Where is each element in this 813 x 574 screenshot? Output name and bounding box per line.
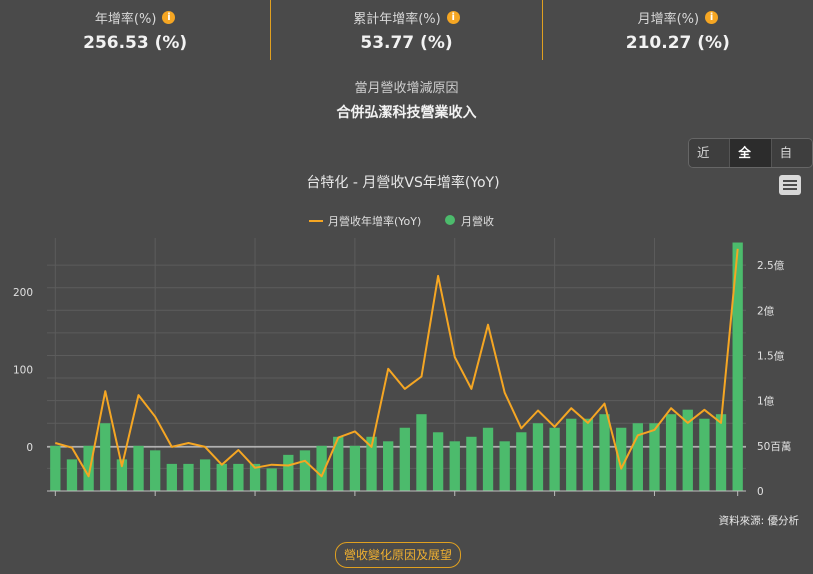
revenue-bar	[383, 441, 394, 491]
revenue-bar	[50, 445, 61, 491]
revenue-bar	[199, 459, 211, 491]
reason-text: 合併弘潔科技營業收入	[336, 105, 477, 121]
stat-mom-value: 210.27 (%)	[625, 33, 730, 53]
y-right-tick-label: 1.5億	[757, 349, 785, 362]
revenue-bar	[549, 427, 560, 491]
legend-bar-marker	[445, 215, 455, 225]
revenue-bar	[299, 450, 311, 491]
revenue-bar	[233, 463, 244, 491]
revenue-bar	[632, 423, 643, 491]
revenue-bar	[349, 445, 361, 491]
y-left-tick-label: 200	[13, 287, 33, 299]
y-right-tick-label: 1億	[757, 395, 775, 408]
y-left-tick-label: 0	[26, 442, 33, 454]
info-icon[interactable]: i	[162, 11, 176, 24]
revenue-bar	[333, 436, 344, 491]
revenue-bar	[466, 436, 477, 491]
stat-cumulative-value: 53.77 (%)	[360, 33, 453, 53]
revenue-bar	[266, 468, 277, 491]
revenue-bar	[482, 427, 494, 491]
revenue-bar	[166, 463, 177, 491]
revenue-bar	[83, 445, 94, 491]
revenue-bar	[732, 242, 743, 491]
revenue-bar	[216, 463, 227, 491]
revenue-bar	[499, 441, 510, 491]
revenue-bar	[699, 418, 710, 491]
chart-menu-icon[interactable]	[779, 175, 801, 195]
y-right-tick-label: 50百萬	[757, 440, 791, 453]
yoy-line	[55, 248, 739, 478]
stat-cumulative-label: 累計年增率(%)	[353, 12, 441, 27]
revenue-bar	[616, 427, 627, 491]
revenue-bar	[432, 432, 444, 491]
revenue-bar	[283, 454, 294, 491]
stat-mom: 月增率(%) i 210.27 (%)	[541, 0, 813, 60]
y-right-tick-label: 2億	[757, 304, 775, 317]
revenue-outlook-button[interactable]: 營收變化原因及展望	[335, 542, 462, 568]
stat-mom-label: 月增率(%)	[637, 12, 700, 27]
revenue-bar	[399, 427, 410, 491]
y-right-tick-label: 2.5億	[757, 259, 785, 272]
revenue-bar	[249, 463, 261, 491]
revenue-bar	[715, 414, 727, 491]
chart-title: 台特化 - 月營收VS年增率(YoY)	[306, 174, 499, 191]
stat-yoy: 年增率(%) i 256.53 (%)	[0, 0, 270, 60]
revenue-bar	[100, 423, 111, 491]
revenue-bar	[532, 423, 544, 491]
revenue-bar	[416, 414, 427, 491]
stat-cumulative-yoy: 累計年增率(%) i 53.77 (%)	[270, 0, 541, 60]
stat-yoy-value: 256.53 (%)	[83, 33, 188, 53]
stat-yoy-label: 年增率(%)	[94, 12, 157, 27]
y-left-tick-label: 100	[13, 365, 33, 377]
revenue-bar	[150, 450, 161, 491]
revenue-bar	[599, 414, 610, 491]
revenue-bar	[566, 418, 577, 491]
revenue-bar	[66, 459, 78, 491]
y-right-tick-label: 0	[757, 486, 764, 498]
revenue-bar	[366, 436, 377, 491]
revenue-bar	[649, 423, 660, 491]
reason-label: 當月營收增減原因	[354, 81, 459, 96]
info-icon[interactable]: i	[705, 11, 719, 24]
legend-item-revenue[interactable]: 月營收	[461, 214, 494, 228]
revenue-bar	[582, 418, 594, 491]
revenue-bar	[116, 459, 128, 491]
range-recent-button[interactable]: 近期	[689, 139, 730, 167]
stats-bar: 年增率(%) i 256.53 (%) 累計年增率(%) i 53.77 (%) 月…	[0, 0, 813, 60]
legend: 月營收年增率(YoY) 月營收	[309, 214, 494, 228]
revenue-bar	[133, 445, 144, 491]
revenue-bar	[183, 463, 194, 491]
revenue-bar	[449, 441, 460, 491]
range-selector: 近期 全部 自訂	[688, 138, 813, 168]
range-custom-button[interactable]: 自訂	[770, 139, 812, 167]
revenue-bar	[682, 409, 693, 491]
revenue-bar	[316, 445, 327, 491]
range-all-button[interactable]: 全部	[729, 139, 771, 167]
info-icon[interactable]: i	[446, 11, 460, 24]
revenue-bar	[516, 432, 527, 491]
revenue-bar	[665, 414, 677, 491]
legend-item-yoy[interactable]: 月營收年增率(YoY)	[328, 214, 421, 228]
data-source: 資料來源: 優分析	[718, 515, 799, 527]
chart: 台特化 - 月營收VS年增率(YoY) 月營收年增率(YoY) 月營收 0 100…	[13, 174, 791, 498]
